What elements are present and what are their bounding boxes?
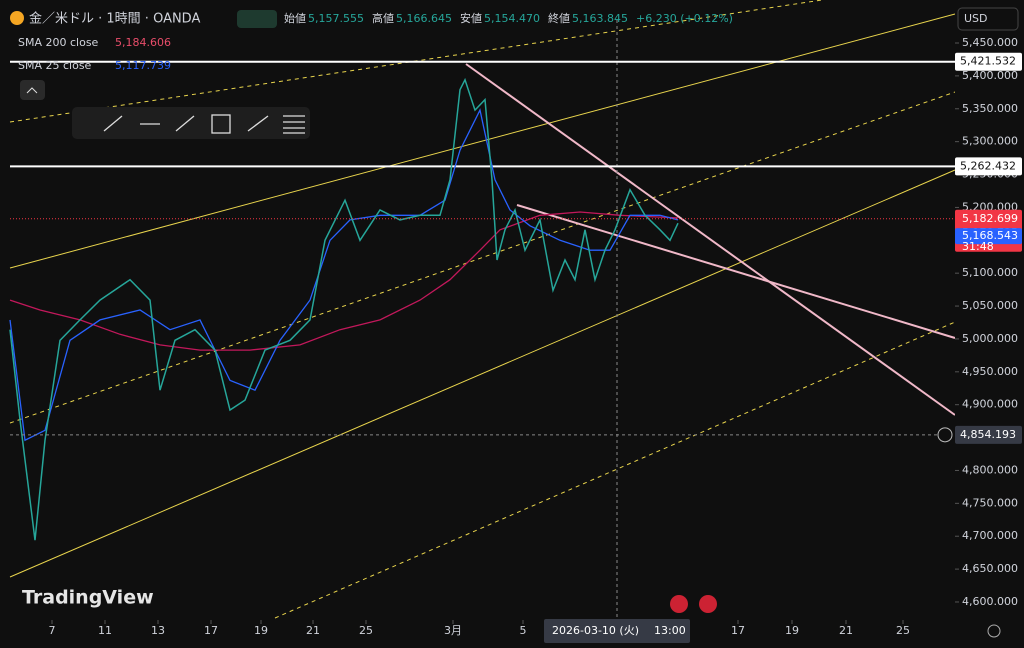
ohlc-value: 5,154.470 (484, 12, 540, 25)
ohlc-label: 終値 (548, 11, 570, 25)
x-tick-label: 13 (151, 624, 165, 637)
status-badge (237, 10, 277, 28)
trend-line (465, 63, 956, 416)
x-tick-label: 25 (359, 624, 373, 637)
x-tick-label: 21 (839, 624, 853, 637)
drawings (9, 0, 956, 619)
change: +6.230 (+0.12%) (636, 12, 733, 25)
x-tick-label: 19 (785, 624, 799, 637)
trend-line (516, 204, 956, 339)
x-tick-label: 21 (306, 624, 320, 637)
x-tick-label: 17 (731, 624, 745, 637)
y-tick-label: 5,400.000 (962, 69, 1018, 82)
level-label: 5,262.432 (960, 159, 1016, 172)
ohlc-label: 始値 (284, 11, 306, 25)
price-tag (955, 228, 1022, 245)
ohlc-label: 安値 (460, 11, 482, 25)
settings-icon[interactable] (987, 624, 1001, 638)
channel-line (9, 91, 956, 424)
channel-line (9, 13, 956, 269)
y-tick-label: 4,700.000 (962, 529, 1018, 542)
level-tag (955, 157, 1022, 176)
x-tick-label: 17 (204, 624, 218, 637)
channel-line (9, 169, 956, 578)
x-tick-label: 19 (254, 624, 268, 637)
x-tick-label: 5 (520, 624, 527, 637)
y-tick-label: 4,900.000 (962, 398, 1018, 411)
symbol-icon (10, 11, 24, 25)
tool-rect[interactable] (211, 114, 231, 134)
y-tick-label: 5,050.000 (962, 299, 1018, 312)
collapse-icon (26, 87, 38, 94)
crosshair-price: 4,854.193 (960, 428, 1016, 441)
countdown: 31:48 (962, 240, 994, 253)
price-tag-label: 5,182.699 (962, 212, 1018, 225)
currency-button[interactable] (957, 7, 1019, 31)
x-tick-label: 11 (98, 624, 112, 637)
sma-line (9, 211, 679, 351)
logo: TradingView (22, 587, 154, 609)
collapse-button[interactable] (20, 80, 45, 100)
event-flag[interactable] (699, 595, 717, 613)
y-tick-label: 4,800.000 (962, 463, 1018, 476)
legend-value: 5,117.739 (115, 59, 171, 72)
channel-line (274, 321, 956, 619)
currency: USD (964, 12, 988, 25)
legend-label: SMA 200 close (18, 36, 99, 49)
y-tick-label: 4,650.000 (962, 562, 1018, 575)
y-tick-label: 4,600.000 (962, 595, 1018, 608)
y-tick-label: 5,450.000 (962, 36, 1018, 49)
crosshair-date-tag (544, 619, 690, 643)
level-label: 5,421.532 (960, 55, 1016, 68)
y-tick-label: 5,000.000 (962, 332, 1018, 345)
tool-brush[interactable] (247, 115, 269, 132)
tool-trend[interactable] (103, 115, 123, 132)
level-tag (955, 52, 1022, 71)
crosshair-add (937, 427, 953, 443)
crosshair-time: 13:00 (654, 624, 686, 637)
x-tick-label: 7 (49, 624, 56, 637)
ohlc-value: 5,166.645 (396, 12, 452, 25)
y-tick-label: 5,300.000 (962, 135, 1018, 148)
price-line (9, 77, 679, 541)
y-tick-label: 4,950.000 (962, 365, 1018, 378)
ohlc-value: 5,157.555 (308, 12, 364, 25)
crosshair-tag (955, 425, 1022, 444)
sma-line (9, 108, 679, 442)
crosshair-date: 2026-03-10 (火) (552, 624, 639, 637)
plot (9, 60, 955, 541)
drawing-toolbar (72, 107, 310, 139)
tool-settings[interactable] (283, 115, 305, 134)
x-tick-label: 25 (896, 624, 910, 637)
legend-label: SMA 25 close (18, 59, 92, 72)
price-tag-label: 5,168.543 (962, 229, 1018, 242)
ohlc-label: 高値 (372, 11, 394, 25)
x-tick-label: 3月 (444, 624, 462, 637)
ohlc-value: 5,163.845 (572, 12, 628, 25)
y-tick-label: 5,350.000 (962, 102, 1018, 115)
tool-ray[interactable] (175, 115, 195, 132)
y-tick-label: 5,100.000 (962, 266, 1018, 279)
price-axis (955, 0, 1024, 648)
symbol: 金／米ドル · 1時間 · OANDA (29, 11, 200, 27)
legend-value: 5,184.606 (115, 36, 171, 49)
event-flag[interactable] (670, 595, 688, 613)
y-tick-label: 4,750.000 (962, 496, 1018, 509)
